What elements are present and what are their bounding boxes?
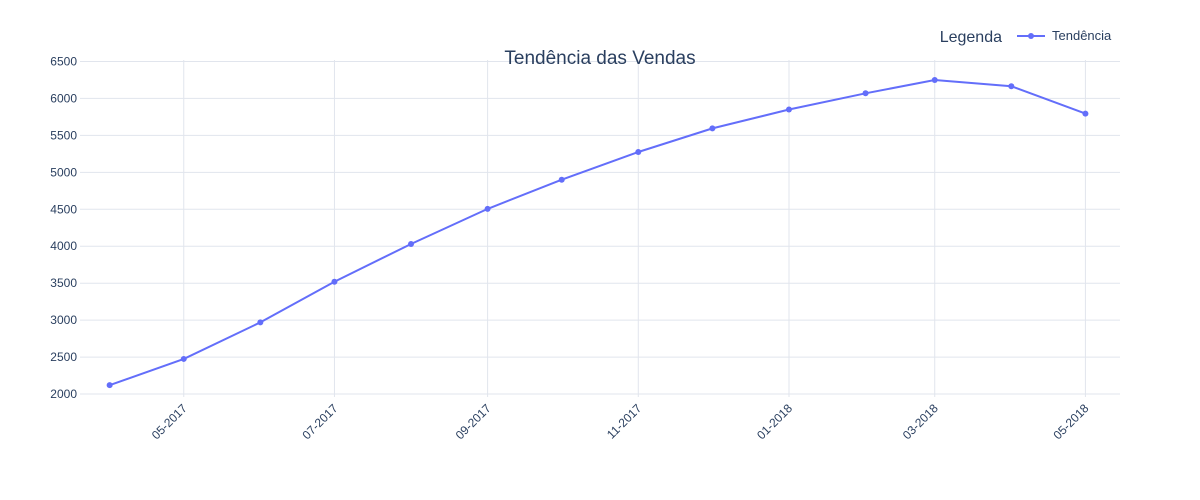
data-point [931, 76, 938, 83]
y-tick-label: 4500 [50, 202, 77, 216]
y-tick-label: 2500 [50, 350, 77, 364]
data-point [484, 205, 491, 212]
x-tick-label: 11-2017 [604, 401, 645, 442]
y-tick-label: 3000 [50, 313, 77, 327]
y-tick-label: 4000 [50, 239, 77, 253]
y-tick-label: 5500 [50, 128, 77, 142]
data-point [180, 355, 187, 362]
y-gridlines [80, 60, 1120, 395]
x-tick-label: 07-2017 [300, 401, 341, 442]
data-point [408, 241, 415, 248]
chart-title: Tendência das Vendas [504, 48, 695, 69]
y-axis-tick-labels: 2000 2500 3000 3500 4000 4500 5000 5500 6000 6500 [50, 54, 77, 401]
y-tick-label: 6000 [50, 91, 77, 105]
y-tick-label: 3500 [50, 276, 77, 290]
data-point [558, 176, 565, 183]
x-tick-label: 01-2018 [754, 401, 795, 442]
x-tick-label: 05-2018 [1050, 401, 1091, 442]
y-tick-label: 2000 [50, 387, 77, 401]
data-point [1008, 83, 1015, 90]
x-axis-tick-labels: 05-2017 07-2017 09-2017 11-2017 01-2018 03-20… [149, 401, 1092, 442]
y-tick-label: 6500 [50, 54, 77, 68]
data-point [862, 90, 869, 97]
x-tick-label: 05-2017 [149, 401, 190, 442]
data-point [331, 278, 338, 285]
x-gridlines [183, 60, 1086, 397]
legend-marker [1028, 33, 1034, 39]
data-point [635, 149, 642, 156]
y-tick-label: 5000 [50, 165, 77, 179]
data-point [785, 106, 792, 113]
legend-title: Legenda [940, 29, 1002, 46]
data-point [257, 319, 264, 326]
series-line-tendencia [109, 78, 1086, 387]
data-point [709, 125, 716, 132]
legend[interactable]: Legenda Tendência [940, 28, 1112, 46]
x-tick-label: 09-2017 [453, 401, 494, 442]
data-point [1082, 110, 1089, 117]
series-points [106, 76, 1089, 389]
legend-entry-tendencia[interactable]: Tendência [1052, 28, 1112, 43]
data-point [106, 382, 113, 389]
x-tick-label: 03-2018 [900, 401, 941, 442]
